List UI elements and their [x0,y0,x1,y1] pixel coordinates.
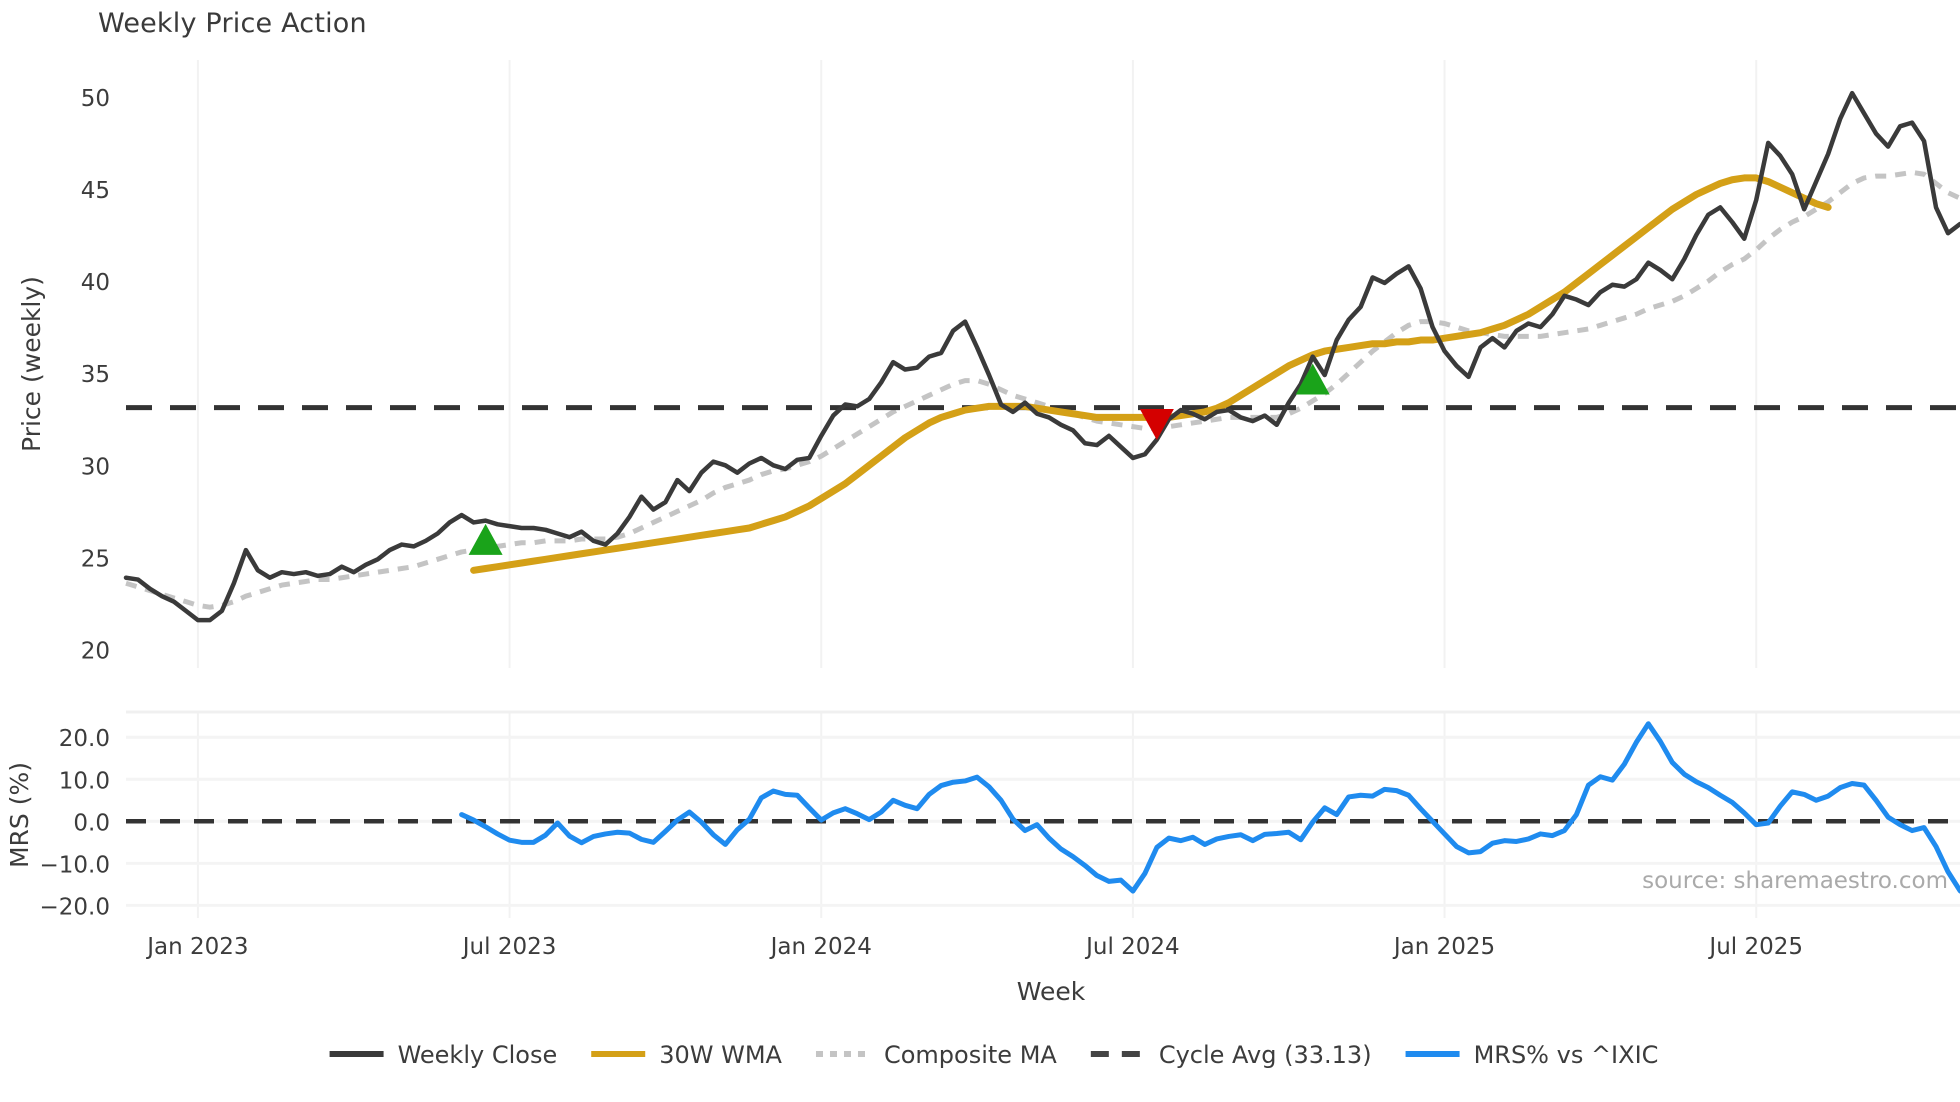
mrs-y-tick-label: 0.0 [73,810,110,836]
legend-label: Composite MA [884,1041,1057,1069]
price-y-tick-label: 40 [81,270,110,296]
mrs-y-tick-label: 10.0 [59,768,110,794]
price-y-tick-label: 35 [81,362,110,388]
sell-marker [1139,409,1174,440]
legend-label: Cycle Avg (33.13) [1159,1041,1372,1069]
price-y-tick-label: 25 [81,546,110,572]
price-y-tick-label: 50 [81,86,110,112]
x-tick-label: Jul 2025 [1707,934,1803,960]
legend-label: MRS% vs ^IXIC [1474,1041,1659,1069]
legend-item[interactable]: 30W WMA [591,1041,783,1069]
legend-item[interactable]: Weekly Close [329,1041,558,1069]
legend-label: Weekly Close [398,1041,558,1069]
x-tick-label: Jan 2024 [769,934,872,960]
legend-item[interactable]: MRS% vs ^IXIC [1405,1041,1659,1069]
series-composite-ma [125,169,1960,610]
x-tick-label: Jul 2024 [1084,934,1180,960]
legend-item[interactable]: Cycle Avg (33.13) [1090,1041,1372,1069]
mrs-y-axis-title: MRS (%) [5,762,34,868]
x-tick-label: Jan 2025 [1392,934,1495,960]
x-tick-label: Jan 2023 [145,934,248,960]
series-mrs-percent [459,721,1960,894]
price-y-tick-label: 45 [81,178,110,204]
x-axis-title: Week [1017,977,1086,1006]
mrs-y-tick-label: −10.0 [40,852,110,878]
price-y-tick-label: 30 [81,454,110,480]
legend-item[interactable]: Composite MA [815,1041,1057,1069]
legend-label: 30W WMA [659,1041,782,1069]
mrs-y-tick-label: −20.0 [40,894,110,920]
buy-marker [468,523,503,555]
x-tick-label: Jul 2023 [461,934,557,960]
buy-marker [1295,363,1330,395]
series-weekly-close [123,90,1960,623]
page-title: Weekly Price Action [98,8,367,39]
price-y-tick-label: 20 [81,639,110,665]
mrs-y-tick-label: 20.0 [59,726,110,752]
source-watermark: source: sharemaestro.com [1642,868,1948,894]
price-y-axis-title: Price (weekly) [17,276,46,452]
